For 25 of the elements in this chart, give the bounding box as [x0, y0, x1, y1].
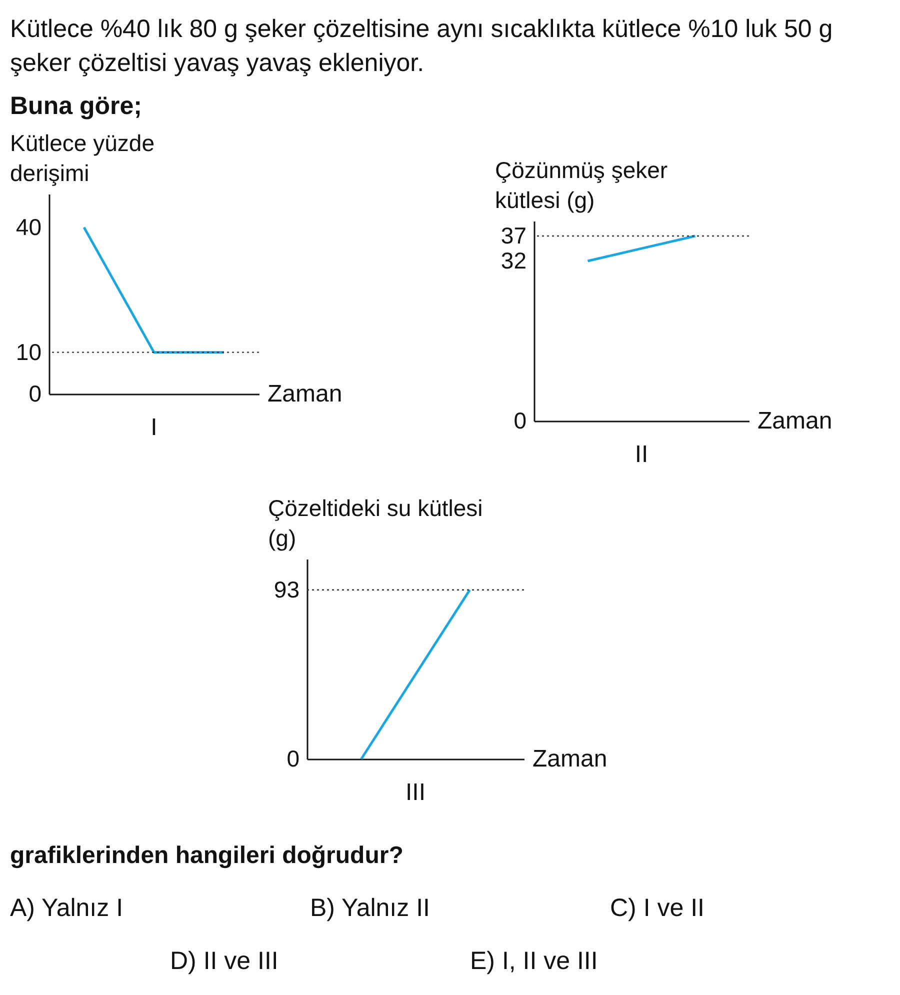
y-tick-label: 0 [286, 745, 300, 772]
y-tick-label: 40 [16, 214, 42, 240]
text: A) Yalnız I [10, 894, 124, 923]
text: I [150, 414, 158, 441]
chart-subtitle: Buna göre; [10, 92, 143, 121]
x-axis-title: Zaman [268, 380, 342, 408]
text: Kütlece %40 lık 80 g şeker çözeltisine aynı sıcaklıkta kütlece %10 luk 50 g şeker çözeltisi yavaş yavaş ekleniyor. [10, 14, 834, 79]
y-axis-title: Çözünmüş şeker kütlesi (g) [495, 156, 669, 215]
y-tick-label: 32 [500, 247, 526, 274]
text: grafiklerinden hangileri doğrudur? [10, 842, 404, 870]
y-tick-label: 10 [16, 338, 42, 365]
y-axis-title: Kütlece yüzde derişimi [10, 129, 156, 188]
text: D) II ve III [170, 946, 280, 976]
text: E) I, II ve III [470, 946, 599, 976]
y-tick-label: 0 [28, 380, 42, 406]
text: III [405, 778, 426, 806]
text: B) Yalnız II [310, 894, 431, 923]
x-axis-title: Zaman [532, 745, 608, 772]
y-axis-title: Çözeltideki su kütlesi (g) [268, 494, 484, 553]
y-tick-label: 93 [274, 576, 300, 602]
y-tick-label: 0 [514, 407, 526, 434]
y-tick-label: 37 [500, 222, 526, 248]
text: C) I ve II [610, 894, 706, 923]
x-axis-title: Zaman [758, 407, 832, 434]
text: II [634, 440, 648, 468]
